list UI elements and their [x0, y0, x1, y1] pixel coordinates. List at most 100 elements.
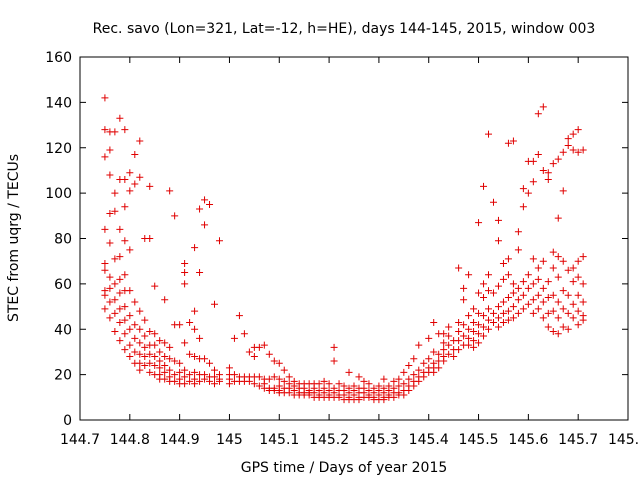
- data-point: [574, 273, 582, 281]
- data-point: [166, 366, 174, 374]
- data-point: [475, 289, 483, 297]
- data-point: [126, 341, 134, 349]
- data-point: [410, 382, 418, 390]
- data-point: [420, 359, 428, 367]
- data-point: [489, 309, 497, 317]
- data-point: [116, 253, 124, 261]
- data-point: [489, 289, 497, 297]
- data-point: [524, 189, 532, 197]
- data-point: [161, 375, 169, 383]
- data-point: [435, 350, 443, 358]
- data-point: [101, 266, 109, 274]
- data-point: [186, 371, 194, 379]
- data-point: [564, 266, 572, 274]
- data-point: [265, 350, 273, 358]
- data-point: [146, 359, 154, 367]
- data-point: [161, 368, 169, 376]
- data-point: [136, 350, 144, 358]
- data-point: [121, 316, 129, 324]
- data-point: [206, 200, 214, 208]
- data-point: [440, 357, 448, 365]
- y-tick-label: 160: [45, 50, 72, 66]
- data-point: [475, 339, 483, 347]
- data-point: [181, 280, 189, 288]
- data-point: [335, 380, 343, 388]
- x-tick-label: 145.7: [558, 432, 598, 448]
- data-point: [494, 314, 502, 322]
- data-point: [569, 264, 577, 272]
- data-point: [141, 352, 149, 360]
- data-point: [509, 137, 517, 145]
- data-point: [106, 284, 114, 292]
- data-point: [280, 366, 288, 374]
- data-point: [405, 387, 413, 395]
- data-point: [440, 330, 448, 338]
- data-point: [245, 377, 253, 385]
- data-point: [161, 362, 169, 370]
- data-point: [480, 323, 488, 331]
- y-tick-label: 20: [54, 368, 72, 384]
- data-point: [574, 257, 582, 265]
- data-point: [514, 284, 522, 292]
- data-point: [400, 368, 408, 376]
- data-point: [141, 362, 149, 370]
- data-point: [230, 371, 238, 379]
- data-point: [499, 275, 507, 283]
- data-point: [101, 225, 109, 233]
- data-point: [430, 368, 438, 376]
- data-point: [181, 269, 189, 277]
- data-point: [529, 255, 537, 263]
- data-point: [255, 382, 263, 390]
- data-point: [574, 126, 582, 134]
- data-point: [191, 380, 199, 388]
- data-point: [480, 293, 488, 301]
- data-point: [514, 296, 522, 304]
- data-point: [380, 396, 388, 404]
- data-point: [559, 287, 567, 295]
- data-point: [151, 352, 159, 360]
- data-point: [559, 305, 567, 313]
- data-point: [136, 307, 144, 315]
- data-point: [191, 244, 199, 252]
- data-point: [176, 359, 184, 367]
- data-point: [395, 375, 403, 383]
- data-point: [191, 307, 199, 315]
- y-axis-label: STEC from uqrg / TECUs: [6, 154, 22, 322]
- data-point: [504, 255, 512, 263]
- data-point: [514, 309, 522, 317]
- data-point: [171, 377, 179, 385]
- data-point: [534, 151, 542, 159]
- data-point: [569, 278, 577, 286]
- data-point: [415, 341, 423, 349]
- data-point: [489, 318, 497, 326]
- data-point: [330, 343, 338, 351]
- data-point: [206, 377, 214, 385]
- data-point: [450, 352, 458, 360]
- data-point: [539, 298, 547, 306]
- data-point: [201, 375, 209, 383]
- data-point: [534, 305, 542, 313]
- data-point: [564, 291, 572, 299]
- data-point: [485, 316, 493, 324]
- data-point: [539, 257, 547, 265]
- data-point: [176, 368, 184, 376]
- data-point: [111, 280, 119, 288]
- data-point: [365, 380, 373, 388]
- data-point: [480, 182, 488, 190]
- data-point: [196, 334, 204, 342]
- x-tick-label: 145.6: [508, 432, 548, 448]
- data-point: [270, 373, 278, 381]
- data-point: [499, 298, 507, 306]
- y-tick-label: 40: [54, 322, 72, 338]
- data-point: [111, 207, 119, 215]
- data-point: [470, 337, 478, 345]
- data-point: [455, 318, 463, 326]
- data-point: [504, 293, 512, 301]
- data-point: [569, 146, 577, 154]
- data-point: [181, 366, 189, 374]
- data-point: [225, 364, 233, 372]
- data-point: [519, 291, 527, 299]
- data-point: [544, 278, 552, 286]
- data-point: [111, 128, 119, 136]
